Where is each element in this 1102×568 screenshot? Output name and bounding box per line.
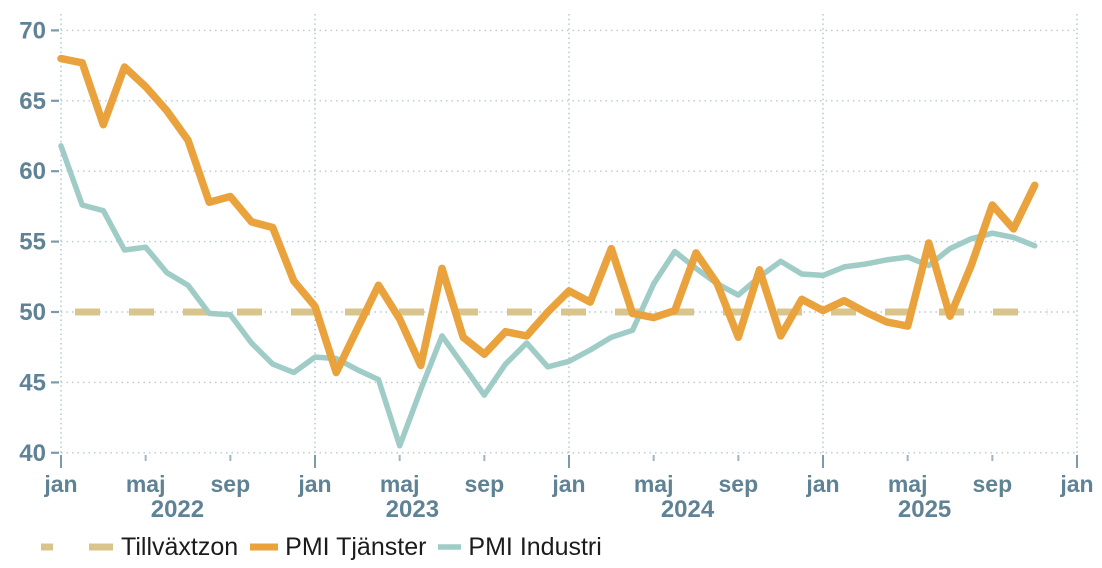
y-axis-tick-label: 70: [19, 17, 46, 44]
y-axis-tick-label: 65: [19, 88, 46, 115]
legend-label-pmi-tjanster: PMI Tjänster: [285, 532, 427, 561]
x-axis-tick-label: maj: [380, 471, 420, 497]
x-axis-tick-label: jan: [805, 471, 839, 497]
legend-item-pmi-tjanster: PMI Tjänster: [250, 533, 426, 562]
x-axis-tick-label: sep: [973, 471, 1013, 497]
x-axis-year-label: 2022: [151, 496, 204, 523]
x-axis-tick-label: sep: [719, 471, 759, 497]
pmi-tjanster-swatch: [250, 543, 279, 551]
pmi-industri-swatch: [438, 544, 462, 550]
chart-legend: Tillväxtzon PMI Tjänster PMI Industri: [40, 530, 602, 564]
y-axis-tick-label: 60: [19, 158, 46, 185]
x-axis-tick-label: jan: [551, 471, 585, 497]
legend-item-tillvaxtzon: Tillväxtzon: [40, 533, 238, 562]
x-axis-year-label: 2025: [898, 496, 951, 523]
x-axis-tick-label: maj: [888, 471, 928, 497]
x-axis-year-label: 2023: [386, 496, 439, 523]
x-axis-tick-label: jan: [297, 471, 331, 497]
y-axis-tick-label: 50: [19, 299, 46, 326]
y-axis-tick-label: 45: [19, 369, 46, 396]
x-axis-tick-label: jan: [1059, 471, 1093, 497]
x-axis-tick-label: maj: [634, 471, 674, 497]
legend-item-pmi-industri: PMI Industri: [438, 532, 602, 562]
series-line-pmi-industri: [58, 143, 1038, 449]
y-axis-tick-label: 55: [19, 229, 46, 256]
pmi-line-chart: 40 45 50 55 60 65 70 jan maj sep jan maj sep jan maj se…: [19, 14, 1094, 523]
x-axis-year-label: 2024: [661, 496, 715, 523]
x-axis-tick-label: maj: [126, 471, 166, 497]
tillvaxtzon-dashed-swatch: [41, 543, 113, 551]
legend-label-tillvaxtzon: Tillväxtzon: [121, 532, 239, 561]
series-line-pmi-tj-nster: [57, 54, 1039, 377]
x-axis-tick-label: sep: [211, 471, 251, 497]
legend-label-pmi-industri: PMI Industri: [468, 532, 602, 561]
x-axis-tick-label: jan: [43, 471, 77, 497]
y-axis-tick-label: 40: [19, 440, 46, 467]
x-axis-tick-label: sep: [465, 471, 505, 497]
